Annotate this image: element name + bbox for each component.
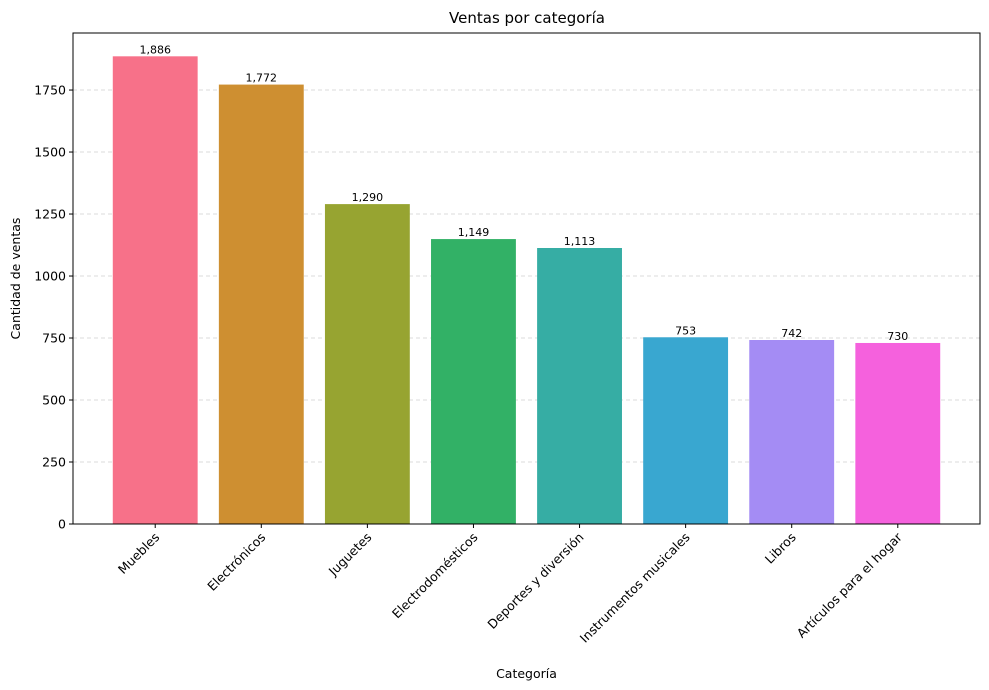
bar bbox=[855, 342, 941, 524]
chart-title: Ventas por categoría bbox=[449, 9, 605, 27]
x-tick-label: Artículos para el hogar bbox=[794, 529, 906, 641]
data-label: 753 bbox=[675, 324, 696, 337]
bar bbox=[537, 247, 622, 525]
bar bbox=[643, 337, 729, 524]
x-axis-label: Categoría bbox=[496, 666, 557, 681]
bars bbox=[112, 56, 941, 525]
y-tick-label: 500 bbox=[42, 393, 66, 408]
data-label: 730 bbox=[887, 330, 908, 343]
bar bbox=[431, 239, 516, 524]
y-axis-ticks: 0 250 500 750 1000 1250 1500 1750 bbox=[34, 83, 73, 532]
x-axis-ticks: Muebles Electrónicos Juguetes Electrodomést… bbox=[115, 524, 906, 646]
y-tick-label: 0 bbox=[58, 517, 66, 532]
bar bbox=[218, 84, 304, 524]
data-label: 742 bbox=[781, 327, 802, 340]
x-tick-label: Electrodomésticos bbox=[389, 530, 481, 622]
data-label: 1,113 bbox=[564, 235, 596, 248]
y-axis-label: Cantidad de ventas bbox=[8, 218, 23, 340]
plot-frame bbox=[72, 32, 981, 525]
y-tick-label: 250 bbox=[42, 455, 66, 470]
bar bbox=[112, 56, 198, 525]
data-label: 1,886 bbox=[139, 43, 171, 56]
bar bbox=[749, 339, 835, 524]
data-label: 1,772 bbox=[246, 72, 278, 85]
y-tick-label: 1250 bbox=[34, 207, 66, 222]
bar bbox=[324, 204, 410, 524]
y-tick-label: 1500 bbox=[34, 145, 66, 160]
gridlines bbox=[73, 89, 980, 463]
y-tick-label: 750 bbox=[42, 331, 66, 346]
x-tick-label: Muebles bbox=[115, 530, 162, 577]
x-tick-label: Juguetes bbox=[325, 530, 375, 580]
x-tick-label: Libros bbox=[762, 530, 799, 567]
y-tick-label: 1000 bbox=[34, 269, 66, 284]
data-label: 1,149 bbox=[458, 226, 490, 239]
y-tick-label: 1750 bbox=[34, 83, 66, 98]
data-label: 1,290 bbox=[352, 191, 384, 204]
x-tick-label: Instrumentos musicales bbox=[577, 530, 693, 646]
x-tick-label: Electrónicos bbox=[204, 530, 268, 594]
data-labels: 1,886 1,772 1,290 1,149 1,113 753 742 730 bbox=[139, 43, 908, 343]
x-tick-label: Deportes y diversión bbox=[484, 530, 586, 632]
